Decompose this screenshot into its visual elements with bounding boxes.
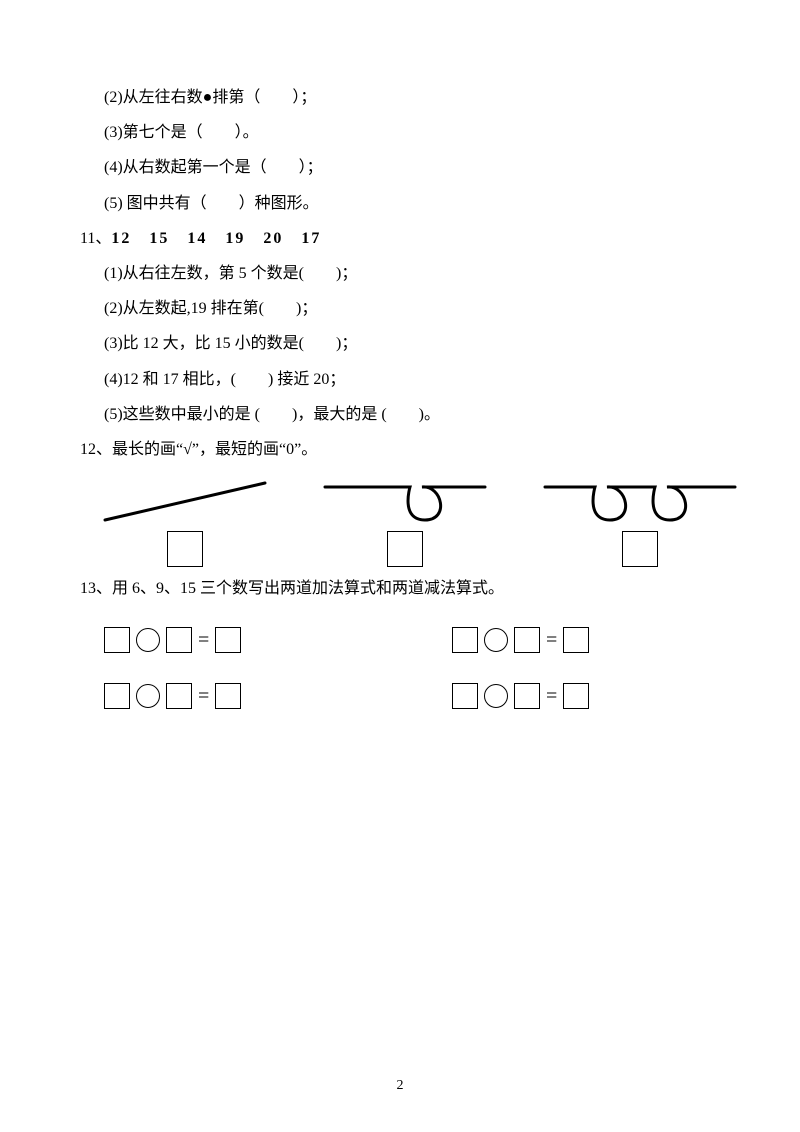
equals-sign: = — [546, 618, 557, 662]
q11-line-2: (2)从左数起,19 排在第( )； — [80, 291, 740, 326]
equals-sign: = — [198, 618, 209, 662]
q11-line-5: (5)这些数中最小的是 ( )，最大的是 ( )。 — [80, 397, 740, 432]
q13-eq-2: = — [452, 618, 740, 662]
q12-shape-line — [100, 475, 270, 525]
q11-line-1: (1)从右往左数，第 5 个数是( )； — [80, 256, 740, 291]
q-prev-line-4: (4)从右数起第一个是（ ）； — [80, 150, 740, 185]
q13-equations: = = = = — [80, 618, 740, 718]
operator-box[interactable] — [484, 684, 508, 708]
q12-shape-loop2 — [540, 475, 740, 525]
q-prev-line-5: (5) 图中共有（ ）种图形。 — [80, 186, 740, 221]
result-box[interactable] — [215, 683, 241, 709]
operand-box[interactable] — [514, 683, 540, 709]
operand-box[interactable] — [452, 683, 478, 709]
q13-eq-3: = — [104, 674, 392, 718]
operand-box[interactable] — [452, 627, 478, 653]
q12-item-2 — [320, 475, 490, 567]
q12-answer-box-2[interactable] — [387, 531, 423, 567]
operand-box[interactable] — [166, 683, 192, 709]
result-box[interactable] — [563, 627, 589, 653]
operand-box[interactable] — [514, 627, 540, 653]
operand-box[interactable] — [104, 683, 130, 709]
q12-shape-loop1 — [320, 475, 490, 525]
result-box[interactable] — [563, 683, 589, 709]
q11-line-4: (4)12 和 17 相比，( ) 接近 20； — [80, 362, 740, 397]
q13-header: 13、用 6、9、15 三个数写出两道加法算式和两道减法算式。 — [80, 571, 740, 606]
operand-box[interactable] — [104, 627, 130, 653]
q12-figures — [80, 475, 740, 567]
page-number: 2 — [0, 1071, 800, 1102]
operator-box[interactable] — [136, 628, 160, 652]
q12-item-1 — [100, 475, 270, 567]
q11-numbers: 12 15 14 19 20 17 — [111, 230, 321, 247]
q12-header: 12、最长的画“√”，最短的画“0”。 — [80, 432, 740, 467]
q12-answer-box-3[interactable] — [622, 531, 658, 567]
q-prev-line-3: (3)第七个是（ ）。 — [80, 115, 740, 150]
q11-prefix: 11、 — [80, 230, 111, 247]
operator-box[interactable] — [136, 684, 160, 708]
result-box[interactable] — [215, 627, 241, 653]
q12-answer-box-1[interactable] — [167, 531, 203, 567]
q-prev-line-2: (2)从左往右数●排第（ ）； — [80, 80, 740, 115]
q11-header: 11、12 15 14 19 20 17 — [80, 221, 740, 256]
q13-eq-4: = — [452, 674, 740, 718]
operator-box[interactable] — [484, 628, 508, 652]
q12-item-3 — [540, 475, 740, 567]
operand-box[interactable] — [166, 627, 192, 653]
equals-sign: = — [546, 674, 557, 718]
q11-line-3: (3)比 12 大，比 15 小的数是( )； — [80, 326, 740, 361]
equals-sign: = — [198, 674, 209, 718]
q13-eq-1: = — [104, 618, 392, 662]
